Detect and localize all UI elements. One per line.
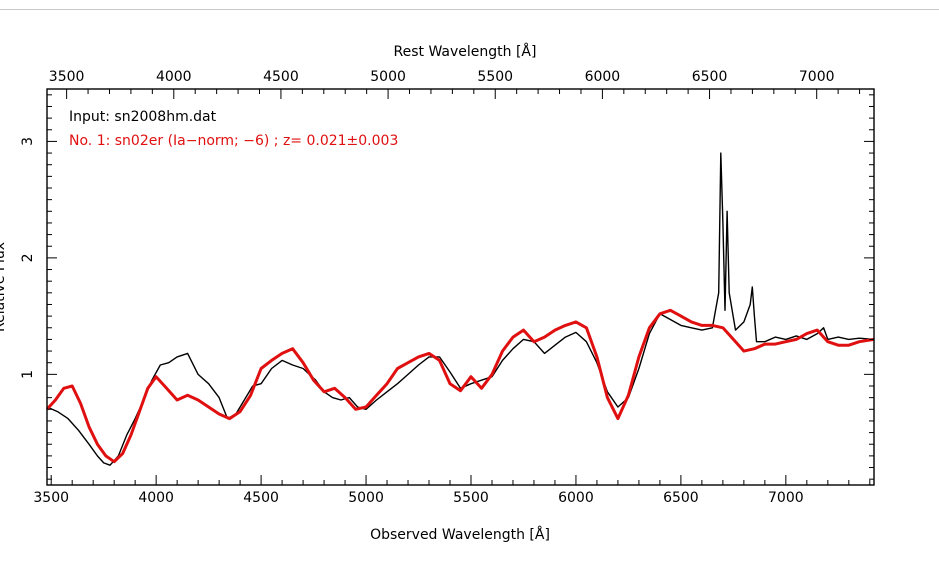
best-match-label: No. 1: sn02er (Ia−norm; −6) ; z= 0.021±0… bbox=[69, 133, 398, 149]
x-tick-label: 3500 bbox=[33, 490, 69, 506]
top-tick-label: 6500 bbox=[692, 69, 728, 85]
top-tick-label: 6000 bbox=[585, 69, 621, 85]
observed-spectrum-line bbox=[46, 152, 875, 466]
y-tick-label: 2 bbox=[20, 253, 36, 262]
y-tick-label: 3 bbox=[20, 137, 36, 146]
tick-labels-layer: 3500 4000 4500 5000 5500 6000 6500 7000 3500 4000… bbox=[20, 69, 835, 506]
x-tick-label: 4500 bbox=[243, 490, 279, 506]
top-tick-label: 4000 bbox=[156, 69, 192, 85]
top-tick-label: 4500 bbox=[263, 69, 299, 85]
x-tick-label: 5500 bbox=[453, 490, 489, 506]
top-tick-label: 5000 bbox=[370, 69, 406, 85]
template-fit-line bbox=[45, 308, 875, 464]
x-tick-label: 5000 bbox=[348, 490, 384, 506]
x-tick-label: 7000 bbox=[768, 490, 804, 506]
x-axis-title: Observed Wavelength [Å] bbox=[370, 526, 550, 543]
plot-frame bbox=[46, 88, 875, 486]
top-tick-label: 3500 bbox=[49, 69, 85, 85]
input-file-label: Input: sn2008hm.dat bbox=[69, 109, 217, 125]
y-axis-title: Relative Flux bbox=[0, 242, 8, 332]
y-tick-label: 1 bbox=[20, 370, 36, 379]
ticks-layer bbox=[47, 89, 874, 485]
top-axis-title: Rest Wavelength [Å] bbox=[394, 43, 537, 60]
x-tick-label: 6500 bbox=[663, 490, 699, 506]
x-tick-label: 6000 bbox=[558, 490, 594, 506]
top-divider bbox=[0, 9, 939, 10]
top-tick-label: 5500 bbox=[477, 69, 513, 85]
x-tick-label: 4000 bbox=[138, 490, 174, 506]
top-tick-label: 7000 bbox=[799, 69, 835, 85]
series-layer bbox=[45, 152, 875, 466]
